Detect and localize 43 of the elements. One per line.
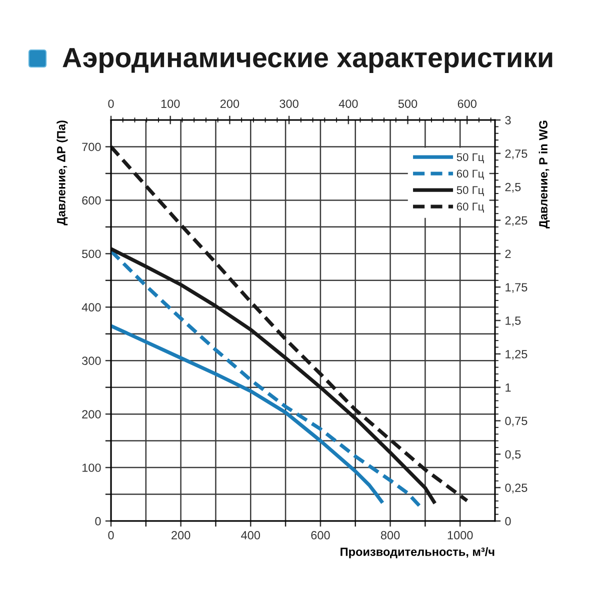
legend-label: 50 Гц xyxy=(456,186,484,196)
y-tick-label: 600 xyxy=(82,196,101,205)
y-tick-label: 200 xyxy=(82,410,101,418)
y2-tick-label: 2 xyxy=(505,250,511,258)
y2-tick-label: 0,5 xyxy=(505,450,521,460)
y2-tick-label: 1,25 xyxy=(506,350,528,360)
x-axis-title: Производительность, м³/ч xyxy=(340,547,494,558)
x2-tick-label: 0 xyxy=(108,100,114,108)
y-tick-label: 300 xyxy=(82,356,101,365)
chart-title: Аэродинамические характеристики xyxy=(62,48,552,73)
y2-tick-label: 2,75 xyxy=(505,149,528,160)
x-tick-label: 200 xyxy=(172,531,190,540)
x2-tick-label: 400 xyxy=(338,100,358,108)
y2-tick-label: 1 xyxy=(506,383,511,392)
x-tick-label: 800 xyxy=(380,531,400,540)
y2-tick-label: 3 xyxy=(505,116,511,124)
y2-tick-label: 2,5 xyxy=(505,182,521,193)
y-tick-label: 700 xyxy=(82,142,101,152)
y2-axis-title: Давление, P in WG xyxy=(538,120,550,228)
x-tick-label: 600 xyxy=(311,531,330,540)
y2-tick-label: 0,75 xyxy=(505,416,528,427)
x2-tick-label: 200 xyxy=(220,100,240,108)
y2-tick-label: 0 xyxy=(505,517,511,526)
y2-tick-label: 2,25 xyxy=(505,216,528,226)
x2-tick-label: 500 xyxy=(398,100,418,108)
y-tick-label: 0 xyxy=(95,517,101,526)
y-axis-title: Давление, ΔP (Па) xyxy=(56,120,68,226)
x2-tick-label: 100 xyxy=(161,100,180,108)
y2-tick-label: 0,25 xyxy=(505,484,528,494)
x2-tick-label: 300 xyxy=(280,100,298,108)
legend-label: 50 Гц xyxy=(456,153,484,164)
y2-tick-label: 1,5 xyxy=(506,316,521,326)
line-series xyxy=(111,144,469,502)
legend-label: 60 Гц xyxy=(456,170,484,180)
x-tick-label: 0 xyxy=(108,531,114,540)
x2-tick-label: 600 xyxy=(458,100,476,108)
y-tick-label: 400 xyxy=(82,303,101,312)
legend-label: 60 Гц xyxy=(456,202,484,213)
y-tick-label: 500 xyxy=(82,250,101,258)
y2-tick-label: 1,75 xyxy=(506,283,528,293)
x-tick-label: 400 xyxy=(241,531,260,540)
y-tick-label: 100 xyxy=(82,464,101,472)
x-tick-label: 1000 xyxy=(448,531,473,540)
